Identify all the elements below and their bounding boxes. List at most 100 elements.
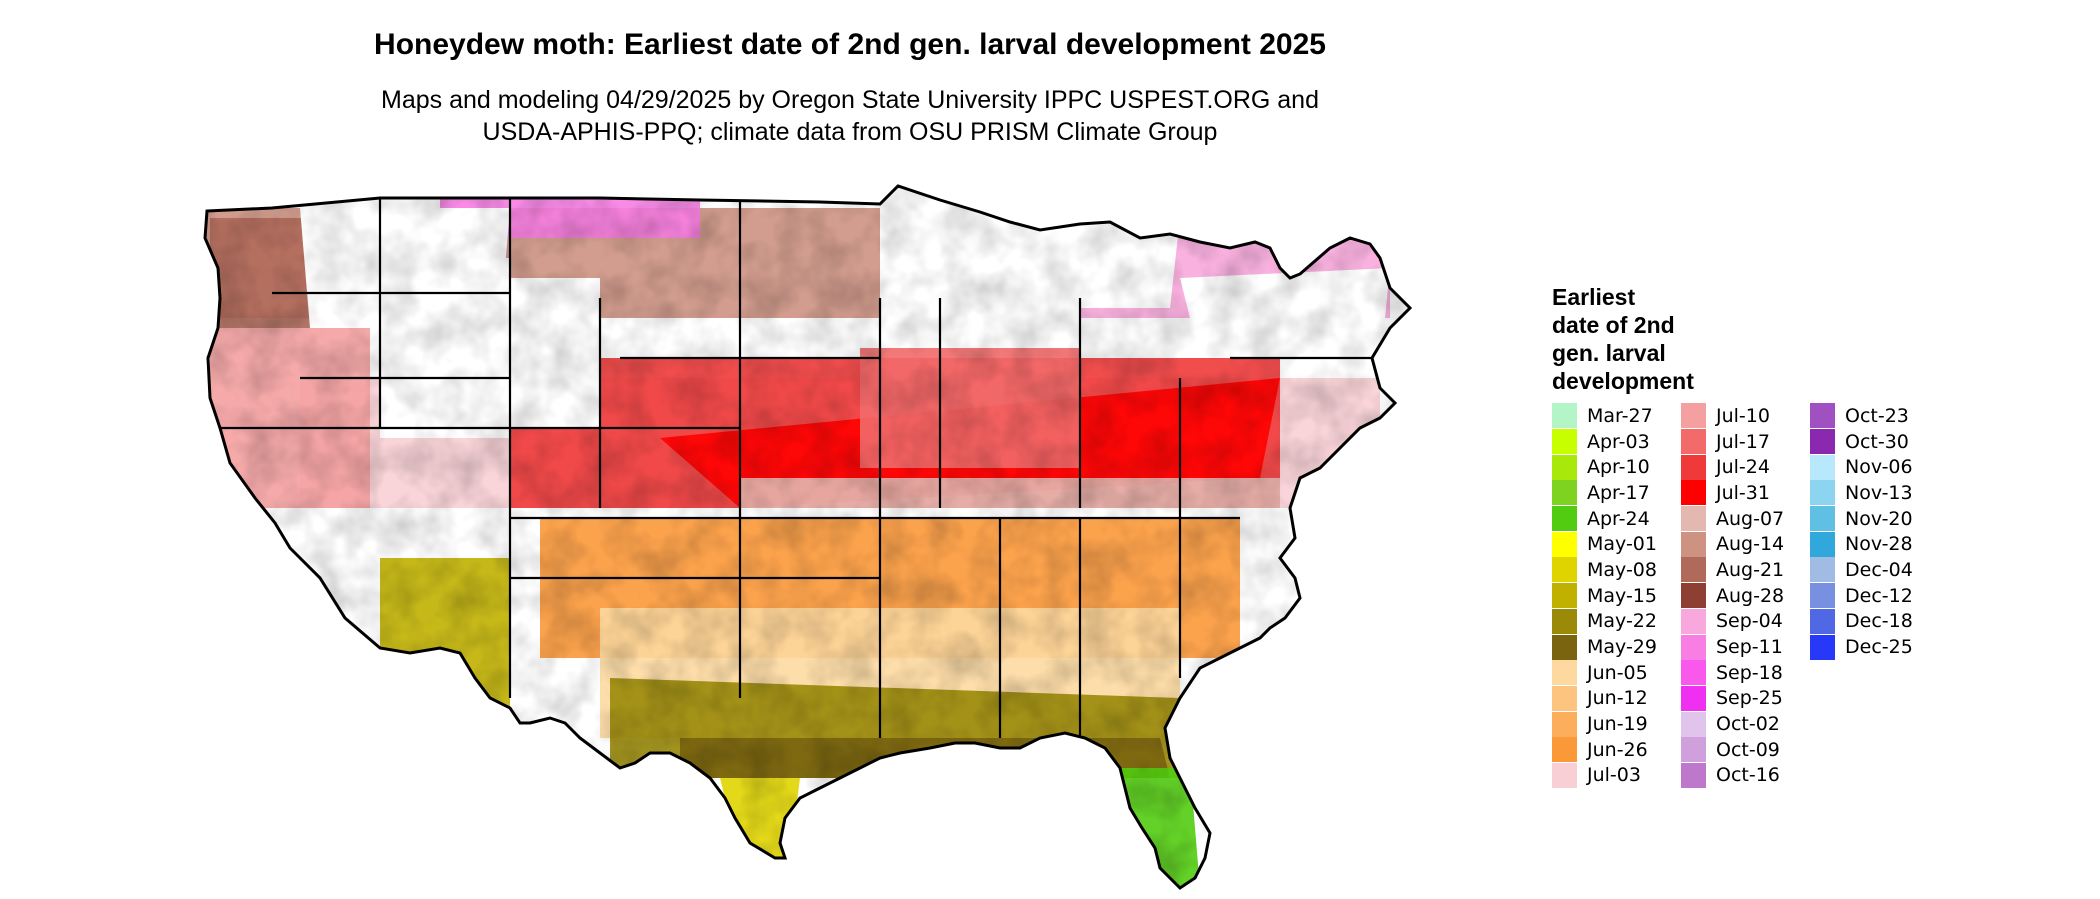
legend-swatch [1810,480,1835,506]
legend-swatch [1681,660,1706,686]
legend-item: Jun-12 [1552,685,1657,712]
legend-swatch [1681,403,1706,429]
legend-item: Aug-28 [1681,583,1784,609]
legend-item: Apr-03 [1552,429,1657,455]
legend-item: Aug-21 [1681,557,1784,583]
us-degree-day-map [180,178,1530,894]
legend-item: Aug-07 [1681,506,1784,532]
legend-swatch [1681,634,1706,660]
legend-swatch [1552,737,1577,763]
legend-label: Nov-06 [1845,456,1913,479]
legend-item: Mar-27 [1552,403,1657,429]
legend-swatch [1681,762,1706,788]
legend-label: Apr-03 [1587,430,1650,453]
legend-swatch [1681,685,1706,711]
legend-item: May-08 [1552,557,1657,583]
legend-item: Sep-18 [1681,660,1784,686]
legend-swatch [1681,557,1706,583]
legend-label: Nov-13 [1845,481,1913,504]
legend-item: Jul-17 [1681,429,1784,455]
legend-swatch [1810,506,1835,532]
legend-label: Jul-10 [1716,404,1770,427]
legend-swatch [1681,454,1706,480]
legend-label: Jun-05 [1587,661,1648,684]
legend-label: Nov-20 [1845,507,1913,530]
legend-swatch [1681,480,1706,506]
legend-item: May-15 [1552,583,1657,609]
legend-label: Sep-18 [1716,661,1783,684]
legend-item: Jun-19 [1552,711,1657,737]
legend-label: Dec-25 [1845,636,1913,659]
legend-item: Aug-14 [1681,531,1784,557]
color-bands [205,186,1410,888]
legend-swatch [1681,506,1706,532]
legend-item: Oct-23 [1810,403,1913,429]
legend-title: Earliest date of 2nd gen. larval develop… [1552,283,1742,395]
legend-swatch [1810,557,1835,583]
legend-title-line: gen. larval [1552,340,1666,366]
legend-item: Oct-30 [1810,429,1913,455]
legend-swatch [1552,608,1577,634]
legend-swatch [1810,403,1835,429]
legend-swatch [1552,557,1577,583]
legend-swatch [1552,685,1577,711]
legend-item: Dec-04 [1810,557,1913,583]
legend-label: Sep-25 [1716,687,1783,710]
legend-label: Aug-21 [1716,558,1785,581]
map-svg [203,184,1412,890]
legend-swatch [1552,403,1577,429]
legend-swatch [1810,531,1835,557]
legend-label: Aug-07 [1716,507,1785,530]
legend-label: Dec-12 [1845,584,1913,607]
legend-swatch [1810,454,1835,480]
map-subtitle-line-2: USDA-APHIS-PPQ; climate data from OSU PR… [482,118,1218,146]
legend-label: Aug-28 [1716,584,1785,607]
legend-item: Apr-17 [1552,480,1657,506]
legend-swatch [1552,506,1577,532]
legend-swatch [1552,762,1577,788]
legend-item: May-29 [1552,634,1657,660]
legend-title-line: date of 2nd [1552,312,1675,338]
legend-swatch [1810,634,1835,660]
legend-swatch [1810,608,1835,634]
legend-column: Mar-27 Apr-03 Apr-10 Apr-17 Apr-24 May-01 May-… [1552,403,1657,788]
legend-item: Sep-04 [1681,608,1784,635]
legend-label: May-01 [1587,533,1657,556]
legend-swatch [1552,480,1577,506]
legend-swatch [1810,583,1835,609]
legend-label: Dec-18 [1845,610,1913,633]
legend-label: Nov-28 [1845,533,1913,556]
legend-label: Oct-30 [1845,430,1909,453]
legend-item: Nov-13 [1810,480,1913,506]
legend-label: Apr-10 [1587,456,1650,479]
legend-swatch [1552,660,1577,686]
legend-label: Jul-03 [1587,764,1641,787]
legend-label: Jun-19 [1587,713,1648,736]
map-title: Honeydew moth: Earliest date of 2nd gen.… [374,28,1326,61]
legend-item: Jun-26 [1552,737,1657,763]
legend-label: May-15 [1587,584,1657,607]
legend-item: Oct-09 [1681,737,1784,763]
legend-item: Dec-18 [1810,608,1913,635]
legend-swatch [1552,531,1577,557]
legend-title-line: development [1552,368,1694,394]
legend-item: Sep-11 [1681,634,1784,660]
legend-item: Nov-20 [1810,506,1913,532]
legend-item: Jun-05 [1552,660,1657,686]
legend-label: Apr-24 [1587,507,1650,530]
state-boundaries [203,184,1412,890]
legend-swatch [1552,634,1577,660]
legend-item: May-01 [1552,531,1657,557]
legend-item: Sep-25 [1681,685,1784,712]
legend-item: Jul-31 [1681,480,1784,506]
legend-item: Oct-02 [1681,711,1784,737]
legend-label: Jul-31 [1716,481,1770,504]
legend-swatch [1810,429,1835,455]
legend-label: Oct-09 [1716,738,1780,761]
legend-swatch [1681,583,1706,609]
legend-item: Oct-16 [1681,762,1784,789]
legend-swatch [1681,531,1706,557]
legend-label: Dec-04 [1845,558,1913,581]
legend-label: Apr-17 [1587,481,1650,504]
legend-label: May-22 [1587,610,1657,633]
